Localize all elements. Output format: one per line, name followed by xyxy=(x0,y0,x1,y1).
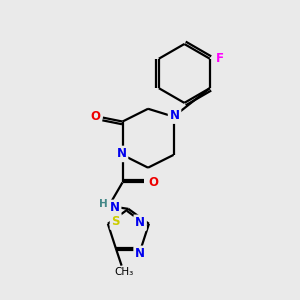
Text: N: N xyxy=(135,216,145,229)
Text: N: N xyxy=(116,147,127,161)
Text: CH₃: CH₃ xyxy=(114,268,133,278)
Text: N: N xyxy=(135,247,145,260)
Text: F: F xyxy=(216,52,224,65)
Text: O: O xyxy=(148,176,158,189)
Text: N: N xyxy=(110,201,120,214)
Text: S: S xyxy=(112,215,120,228)
Text: H: H xyxy=(98,199,107,209)
Text: O: O xyxy=(90,110,100,123)
Text: N: N xyxy=(169,109,179,122)
